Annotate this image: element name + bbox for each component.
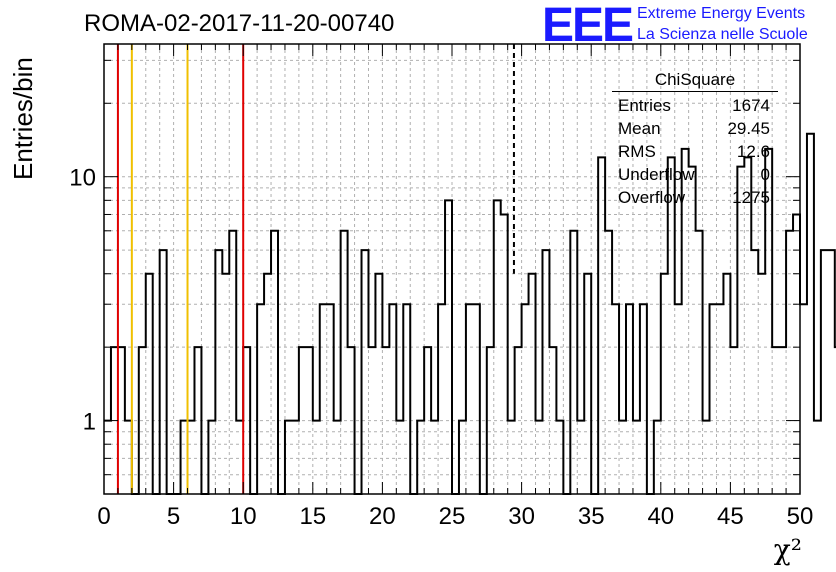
stats-row-entries: Entries 1674 — [612, 94, 778, 117]
x-tick-label: 25 — [439, 503, 466, 530]
x-tick-label: 30 — [508, 503, 535, 530]
logo-line-1: Extreme Energy Events — [637, 5, 806, 22]
y-tick-label: 10 — [69, 165, 96, 192]
stats-row-overflow: Overflow 1275 — [612, 186, 778, 209]
logo-line-2: La Scienza nelle Scuole — [637, 26, 808, 43]
stats-value: 0 — [760, 165, 770, 184]
stats-label: Mean — [618, 119, 661, 138]
x-tick-label: 5 — [167, 503, 180, 530]
stats-value: 1674 — [732, 96, 770, 115]
x-axis-label: χ² — [773, 533, 802, 566]
y-axis-label: Entries/bin — [8, 57, 38, 180]
stats-title: ChiSquare — [612, 70, 778, 92]
stats-label: Overflow — [618, 188, 686, 207]
eee-logo: EEE — [542, 0, 634, 52]
stats-row-mean: Mean 29.45 — [612, 117, 778, 140]
x-tick-label: 0 — [97, 503, 110, 530]
stats-label: RMS — [618, 142, 656, 161]
run-title: ROMA-02-2017-11-20-00740 — [84, 10, 395, 37]
stats-box: ChiSquare Entries 1674 Mean 29.45 RMS 12.6 … — [612, 70, 778, 209]
stats-row-underflow: Underflow 0 — [612, 163, 778, 186]
stats-label: Entries — [618, 96, 671, 115]
x-tick-label: 40 — [647, 503, 674, 530]
x-tick-label: 35 — [578, 503, 605, 530]
x-tick-label: 45 — [717, 503, 744, 530]
stats-value: 1275 — [732, 188, 770, 207]
y-tick-label: 1 — [83, 409, 96, 436]
x-tick-label: 15 — [299, 503, 326, 530]
stats-value: 12.6 — [736, 142, 770, 161]
x-tick-label: 10 — [230, 503, 257, 530]
x-tick-label: 20 — [369, 503, 396, 530]
histogram-line — [104, 132, 836, 495]
stats-label: Underflow — [618, 165, 695, 184]
x-tick-label: 50 — [787, 503, 814, 530]
stats-row-rms: RMS 12.6 — [612, 140, 778, 163]
stats-value: 29.45 — [727, 119, 770, 138]
